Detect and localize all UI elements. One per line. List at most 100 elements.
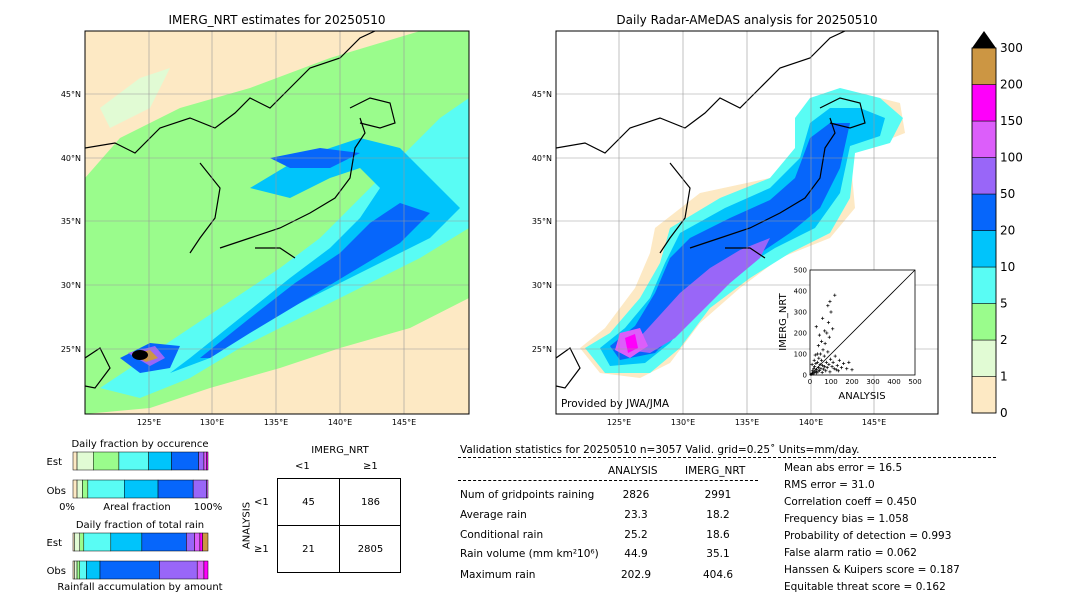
colorbar-label: 300 bbox=[1000, 41, 1023, 55]
right-map-coastlines bbox=[556, 31, 866, 389]
scatter-point bbox=[822, 354, 826, 358]
fraction-bar-segment bbox=[203, 560, 209, 580]
scatter-point bbox=[819, 367, 823, 371]
validation-row-analysis: 202.9 bbox=[620, 569, 652, 581]
validation-table-rule bbox=[458, 480, 758, 481]
score-line: Correlation coeff = 0.450 bbox=[784, 496, 917, 508]
fraction-bar-segment bbox=[110, 532, 143, 552]
occurrence-x-tick-0: 0% bbox=[59, 502, 75, 513]
colorbar-swatch bbox=[971, 193, 997, 231]
scatter-point bbox=[831, 327, 835, 331]
validation-col-analysis: ANALYSIS bbox=[608, 465, 658, 477]
occurrence-est-label: Est bbox=[47, 457, 63, 468]
right-lat-label: 25°N bbox=[532, 345, 552, 354]
scatter-point bbox=[812, 367, 816, 371]
validation-row-label: Num of gridpoints raining bbox=[460, 489, 595, 501]
validation-row-imerg: 18.6 bbox=[706, 529, 730, 541]
fraction-bar-segment bbox=[79, 560, 87, 580]
colorbar-swatch bbox=[971, 339, 997, 377]
validation-row-analysis: 25.2 bbox=[624, 529, 648, 541]
scatter-point bbox=[823, 329, 827, 333]
scatter-point bbox=[815, 360, 819, 364]
scatter-point bbox=[836, 369, 840, 373]
fraction-bar-segment bbox=[148, 451, 172, 471]
left-lon-label: 145°E bbox=[392, 418, 416, 427]
right-map-lon-labels: 125°E 130°E 135°E 140°E 145°E bbox=[607, 418, 886, 427]
total-rain-obs-label: Obs bbox=[47, 566, 66, 577]
fraction-bar-segment bbox=[198, 451, 205, 471]
contingency-cell: 21 bbox=[302, 544, 315, 555]
validation-header: Validation statistics for 20250510 n=305… bbox=[460, 444, 860, 456]
scatter-x-tick: 400 bbox=[887, 378, 900, 386]
scatter-point bbox=[833, 354, 837, 358]
validation-row-label: Average rain bbox=[460, 509, 527, 521]
right-map-frame bbox=[555, 30, 939, 415]
contingency-cell: 45 bbox=[302, 497, 315, 508]
scatter-point bbox=[845, 367, 849, 371]
contingency-cell: 2805 bbox=[357, 544, 384, 555]
inset-scatter-plot: 0 100 200 300 400 500 0 100 200 300 400 … bbox=[778, 267, 922, 403]
scatter-point bbox=[813, 353, 817, 357]
left-lon-label: 125°E bbox=[137, 418, 161, 427]
fraction-bar-segment bbox=[194, 532, 201, 552]
scatter-point bbox=[817, 368, 822, 372]
scatter-point bbox=[821, 348, 825, 352]
total-rain-x-label: Rainfall accumulation by amount bbox=[57, 582, 222, 593]
fraction-bar-segment bbox=[74, 560, 78, 580]
scatter-point bbox=[824, 360, 828, 364]
scatter-x-tick: 500 bbox=[908, 378, 921, 386]
fraction-bar-segment bbox=[83, 532, 112, 552]
scatter-point bbox=[839, 366, 844, 370]
contingency-row-header: ANALYSIS bbox=[241, 501, 253, 550]
right-map-lat-labels: 45°N 40°N 35°N 30°N 25°N bbox=[532, 90, 552, 354]
fraction-bar-segment bbox=[202, 532, 209, 552]
left-lat-label: 45°N bbox=[61, 90, 81, 99]
fraction-bar-segment bbox=[141, 532, 187, 552]
scatter-point bbox=[847, 360, 851, 364]
validation-row-label: Rain volume (mm km²10⁶) bbox=[460, 548, 599, 560]
fraction-bar-segment bbox=[93, 451, 120, 471]
colorbar-swatch bbox=[971, 47, 997, 85]
fraction-bar-segment bbox=[186, 532, 195, 552]
validation-row-label: Conditional rain bbox=[460, 529, 544, 541]
occurrence-title: Daily fraction by occurence bbox=[71, 439, 208, 450]
colorbar-swatch bbox=[971, 120, 997, 158]
colorbar-label: 50 bbox=[1000, 187, 1015, 201]
scatter-point bbox=[835, 363, 839, 368]
scatter-point bbox=[820, 370, 824, 375]
colorbar-label: 100 bbox=[1000, 151, 1023, 165]
scatter-point bbox=[822, 367, 826, 371]
scatter-point bbox=[813, 365, 817, 369]
scatter-point bbox=[817, 333, 822, 337]
left-lon-label: 130°E bbox=[200, 418, 224, 427]
scatter-point bbox=[825, 366, 829, 370]
scatter-point bbox=[823, 341, 827, 346]
colorbar-label: 5 bbox=[1000, 297, 1008, 311]
scatter-point bbox=[837, 358, 841, 362]
validation-row-analysis: 23.3 bbox=[624, 509, 648, 521]
validation-row-imerg: 2991 bbox=[704, 489, 732, 501]
contingency-col-label: ≥1 bbox=[363, 461, 378, 472]
validation-col-imerg: IMERG_NRT bbox=[685, 465, 746, 477]
fraction-bar-segment bbox=[196, 560, 205, 580]
scatter-point bbox=[827, 362, 831, 367]
left-map-title: IMERG_NRT estimates for 20250510 bbox=[168, 13, 386, 27]
fraction-bar-segment bbox=[206, 451, 209, 471]
scatter-point bbox=[824, 369, 828, 373]
scatter-y-tick: 100 bbox=[794, 351, 807, 359]
colorbar-swatch bbox=[971, 266, 997, 304]
scatter-point bbox=[817, 356, 821, 360]
colorbar-swatch bbox=[971, 303, 997, 341]
validation-row-imerg: 404.6 bbox=[702, 569, 734, 581]
scatter-point bbox=[813, 369, 817, 373]
scatter-point bbox=[833, 293, 837, 297]
colorbar-frame bbox=[971, 47, 997, 414]
left-map-frame bbox=[84, 30, 470, 415]
contingency-col-header: IMERG_NRT bbox=[311, 445, 369, 456]
right-lat-label: 40°N bbox=[532, 154, 552, 163]
validation-header-rule bbox=[458, 457, 996, 458]
fraction-bar-segment bbox=[79, 532, 85, 552]
scatter-point bbox=[826, 304, 830, 308]
fraction-bar-segment bbox=[74, 532, 80, 552]
colorbar-label: 0 bbox=[1000, 406, 1008, 420]
